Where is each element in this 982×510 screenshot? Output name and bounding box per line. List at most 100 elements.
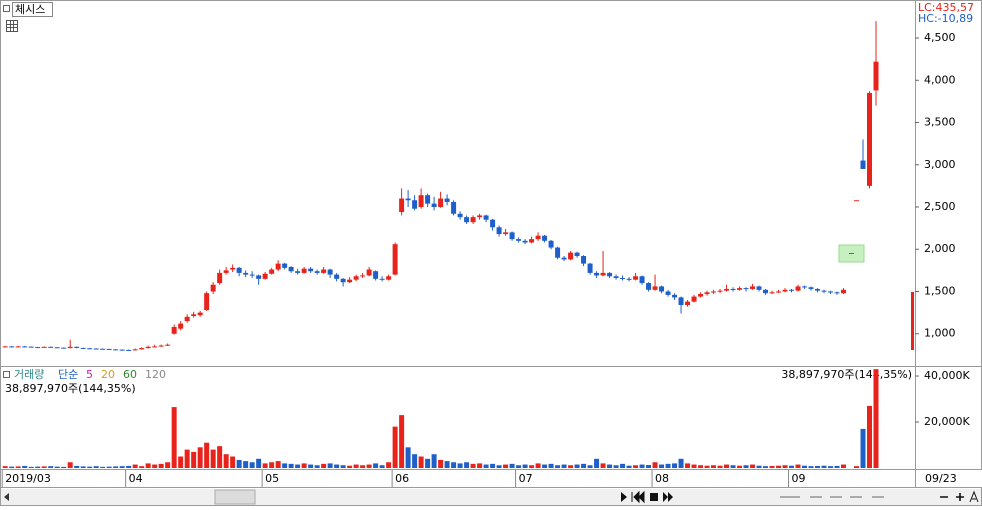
volume-bar [35, 466, 41, 468]
volume-bar [41, 466, 47, 468]
scroll-thumb[interactable] [214, 489, 256, 505]
scroll-left[interactable] [4, 493, 9, 501]
volume-bar [828, 466, 834, 468]
candle-body [139, 348, 145, 350]
volume-info: 38,897,970주(144,35%) [5, 382, 136, 395]
volume-bar [555, 465, 561, 468]
candle-body [555, 247, 561, 258]
candle-body [594, 272, 600, 276]
x-tick-label: 05 [265, 472, 279, 485]
candle-body [74, 346, 80, 348]
candle-body [184, 316, 190, 322]
candle-body [652, 286, 658, 290]
grid-icon-lines [7, 21, 17, 31]
volume-bar [113, 466, 119, 468]
candle-body [295, 271, 301, 273]
volume-bar [737, 465, 743, 468]
volume-bar [373, 463, 379, 468]
volume-bar [509, 463, 515, 468]
volume-bar [782, 465, 788, 468]
volume-bar [217, 446, 223, 468]
candle-body [529, 239, 535, 243]
candle-body [353, 276, 359, 280]
candle-body [626, 278, 632, 280]
candle-body [633, 276, 639, 280]
volume-bar [646, 465, 652, 468]
candle-body [587, 263, 593, 273]
candle-body [561, 257, 567, 260]
volume-bar [379, 465, 385, 468]
volume-bar [633, 465, 639, 468]
volume-bar [158, 463, 164, 468]
volume-bar [717, 465, 723, 468]
volume-bar [15, 466, 21, 468]
x-tick-label: 09 [792, 472, 806, 485]
candle-body [61, 347, 67, 349]
candle-body [672, 294, 678, 298]
volume-bar [230, 456, 236, 468]
y-tick-label: 2,000 [924, 242, 956, 255]
volume-bar [685, 463, 691, 468]
legend-label: 거래량 [14, 368, 44, 381]
candle-body [776, 291, 782, 293]
candle-body [204, 293, 210, 311]
volume-bar [724, 464, 730, 468]
candle-body [223, 270, 229, 273]
volume-bar [854, 466, 860, 468]
candle-body [821, 290, 827, 292]
candle-body [405, 198, 411, 201]
volume-bar [470, 463, 476, 468]
font-button[interactable] [969, 490, 979, 503]
volume-bar [282, 463, 288, 468]
rewind-button[interactable] [631, 490, 645, 504]
volume-bar [789, 465, 795, 468]
candle-body [535, 235, 541, 240]
candle-body [750, 286, 756, 289]
y-tick-label: 1,500 [924, 284, 956, 297]
candle-body [724, 288, 730, 291]
volume-bar [106, 466, 112, 468]
volume-bar [620, 463, 626, 468]
candle-body [282, 263, 288, 268]
candle-body [67, 346, 73, 349]
stop-button[interactable] [650, 493, 658, 501]
x-tick-label: 07 [519, 472, 533, 485]
candle-body [490, 219, 496, 228]
candle-body [451, 201, 457, 214]
candle-body [106, 348, 112, 350]
volume-bar [522, 464, 528, 468]
candle-body [288, 266, 294, 272]
volume-bar [165, 462, 171, 468]
volume-info: 38,897,970주(144,35%) [781, 368, 912, 381]
volume-bar [834, 465, 840, 468]
volume-bar [867, 405, 873, 468]
legend-period: 20 [101, 368, 115, 381]
menu-icon[interactable] [3, 371, 10, 378]
candle-body [659, 286, 665, 292]
volume-bar [561, 464, 567, 468]
candle-body [815, 288, 821, 291]
zoom-buttons[interactable] [940, 493, 964, 501]
volume-bar [802, 465, 808, 468]
volume-bar [262, 463, 268, 468]
y-tick-label: 20,000K [924, 415, 970, 428]
forward-button[interactable] [663, 492, 673, 502]
menu-icon[interactable] [3, 5, 10, 12]
volume-bar [28, 466, 34, 468]
volume-bar [678, 458, 684, 468]
candle-body [87, 348, 93, 350]
volume-bar [477, 463, 483, 468]
candle-body [93, 348, 99, 350]
grid-icon[interactable] [6, 20, 18, 32]
volume-bar [600, 463, 606, 468]
volume-bar [171, 407, 177, 468]
candle-body [678, 297, 684, 306]
volume-bar [529, 465, 535, 468]
play-button[interactable] [621, 492, 627, 502]
volume-bar [821, 465, 827, 468]
volume-bar [659, 464, 665, 468]
candle-body [717, 290, 723, 292]
volume-bar [607, 464, 613, 468]
volume-bar [184, 449, 190, 468]
volume-bar [444, 461, 450, 468]
